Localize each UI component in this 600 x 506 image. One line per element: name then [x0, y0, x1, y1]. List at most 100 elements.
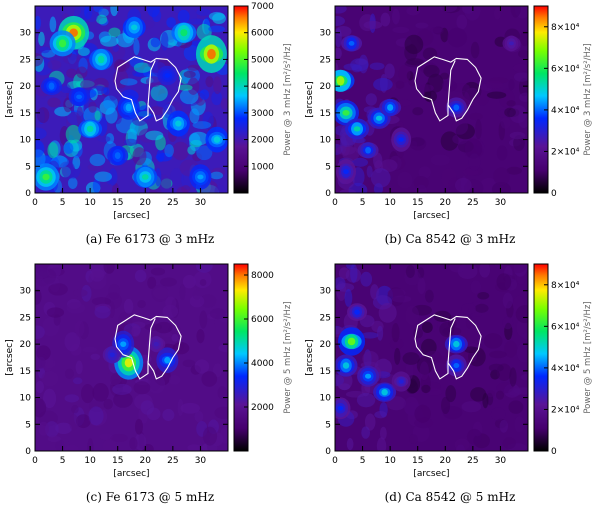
hotspot — [124, 358, 133, 368]
background-patch — [208, 25, 225, 33]
caption-c-text: Fe 6173 @ 5 mHz — [105, 490, 215, 504]
background-patch — [366, 165, 373, 178]
background-patch — [180, 402, 201, 414]
background-patch — [439, 6, 458, 13]
x-tick-label: 0 — [332, 456, 338, 466]
hotspot — [114, 152, 121, 160]
x-axis-label: [arcsec] — [113, 211, 149, 221]
colorbar-tick-label: 8×10⁴ — [551, 23, 580, 33]
background-patch — [376, 437, 387, 451]
colorbar-tick-label: 5000 — [251, 55, 274, 65]
background-patch — [62, 53, 80, 65]
background-patch — [35, 267, 50, 279]
background-patch — [220, 97, 228, 110]
background-patch — [192, 289, 202, 300]
background-patch — [335, 47, 342, 59]
panel-b: 0 5 10 15 20 25 30 0 5 10 15 20 25 30 [arcsec] [arcsec]… — [300, 0, 600, 253]
background-patch — [49, 16, 57, 33]
colorbar — [533, 263, 549, 452]
background-patch — [189, 295, 205, 308]
y-tick-label: 25 — [20, 55, 31, 65]
background-patch — [96, 14, 108, 25]
background-patch — [82, 346, 98, 353]
background-patch — [196, 145, 213, 161]
background-patch — [91, 297, 112, 306]
y-tick-label: 15 — [20, 367, 31, 377]
background-patch — [520, 374, 528, 381]
y-tick-label: 5 — [25, 420, 31, 430]
background-patch — [192, 121, 212, 129]
background-patch — [74, 320, 85, 337]
hotspot — [453, 340, 460, 348]
background-patch — [161, 31, 169, 51]
background-patch — [162, 408, 175, 422]
background-patch — [464, 138, 483, 159]
background-patch — [113, 391, 133, 408]
background-patch — [129, 437, 138, 450]
colorbar-tick-label: 0 — [551, 447, 557, 457]
background-patch — [413, 176, 429, 190]
background-patch — [510, 6, 521, 18]
x-tick-label: 30 — [195, 456, 207, 466]
plot-frame — [34, 263, 229, 452]
background-patch — [392, 26, 410, 34]
background-patch — [466, 428, 482, 445]
hotspot — [48, 82, 55, 90]
background-patch — [35, 398, 47, 418]
background-patch — [133, 38, 140, 56]
x-tick-label: 0 — [32, 456, 38, 466]
caption-d-text: Ca 8542 @ 5 mHz — [405, 490, 516, 504]
x-tick-label: 10 — [384, 198, 396, 208]
y-tick-label: 0 — [325, 189, 331, 199]
x-tick-label: 10 — [84, 456, 96, 466]
background-patch — [335, 16, 345, 27]
background-patch — [421, 384, 431, 394]
background-patch — [69, 413, 79, 431]
background-patch — [474, 303, 489, 313]
background-patch — [489, 350, 507, 359]
background-patch — [151, 284, 169, 302]
background-patch — [356, 392, 376, 408]
background-patch — [338, 267, 350, 280]
background-patch — [41, 277, 61, 285]
background-patch — [335, 6, 347, 14]
background-patch — [134, 433, 147, 451]
y-tick-label: 15 — [20, 109, 31, 119]
y-tick-label: 15 — [320, 109, 331, 119]
background-patch — [513, 72, 528, 82]
x-tick-label: 25 — [167, 198, 178, 208]
background-patch — [346, 264, 355, 270]
hotspot — [353, 126, 361, 132]
background-patch — [72, 377, 83, 385]
background-patch — [187, 64, 200, 71]
background-patch — [214, 406, 228, 419]
background-patch — [105, 372, 122, 386]
colorbar-label: Power @ 5 mHz [m²/s²/Hz] — [283, 301, 293, 413]
y-tick-label: 5 — [325, 420, 331, 430]
background-patch — [104, 292, 122, 310]
background-patch — [199, 294, 217, 308]
background-patch — [47, 435, 62, 443]
background-patch — [76, 66, 88, 79]
background-patch — [440, 72, 450, 80]
background-patch — [199, 310, 208, 329]
sunspot-contour — [114, 56, 182, 122]
background-patch — [43, 388, 57, 409]
background-patch — [64, 444, 80, 451]
background-patch — [147, 276, 157, 289]
y-axis-label: [arcsec] — [305, 81, 315, 117]
colorbar-label: Power @ 3 mHz [m²/s²/Hz] — [283, 43, 293, 155]
background-patch — [415, 22, 429, 29]
y-tick-label: 30 — [320, 287, 332, 297]
background-patch — [339, 383, 351, 391]
background-patch — [493, 7, 501, 20]
hotspot — [508, 41, 514, 46]
caption-c-label: (c) — [85, 490, 102, 504]
x-tick-label: 5 — [60, 198, 66, 208]
background-patch — [440, 396, 451, 415]
background-patch — [406, 6, 421, 16]
background-patch — [37, 107, 50, 124]
background-patch — [89, 153, 106, 167]
background-patch — [87, 438, 94, 451]
background-patch — [88, 101, 97, 113]
